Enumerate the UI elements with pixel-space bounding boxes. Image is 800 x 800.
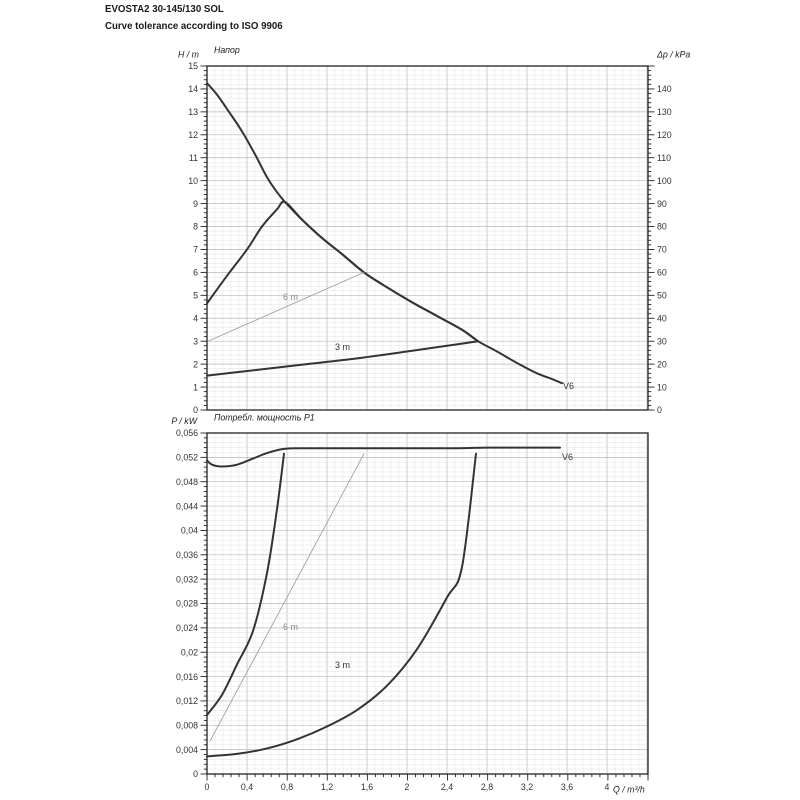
svg-text:3 m: 3 m	[335, 342, 350, 352]
svg-text:Напор: Напор	[214, 45, 240, 55]
svg-text:20: 20	[657, 359, 667, 369]
svg-text:0,028: 0,028	[176, 599, 198, 609]
svg-text:Q / m³/h: Q / m³/h	[613, 785, 645, 795]
svg-text:0,004: 0,004	[176, 745, 198, 755]
svg-text:9: 9	[193, 199, 198, 209]
svg-text:110: 110	[657, 153, 671, 163]
svg-text:0,4: 0,4	[241, 782, 253, 792]
svg-text:Δp / kPa: Δp / kPa	[656, 50, 690, 60]
svg-text:130: 130	[657, 107, 672, 117]
svg-text:0,012: 0,012	[176, 696, 198, 706]
svg-text:90: 90	[657, 199, 667, 209]
svg-text:0,048: 0,048	[176, 477, 198, 487]
svg-text:2,4: 2,4	[441, 782, 453, 792]
svg-text:10: 10	[657, 382, 667, 392]
svg-text:50: 50	[657, 291, 667, 301]
svg-text:0,008: 0,008	[176, 720, 198, 730]
svg-text:3,6: 3,6	[561, 782, 573, 792]
svg-text:0: 0	[193, 769, 198, 779]
svg-text:0,056: 0,056	[176, 428, 198, 438]
svg-text:1,6: 1,6	[361, 782, 373, 792]
svg-text:Потребл. мощность P1: Потребл. мощность P1	[214, 413, 315, 423]
svg-text:0,8: 0,8	[281, 782, 293, 792]
svg-text:0,036: 0,036	[176, 550, 198, 560]
svg-text:0,032: 0,032	[176, 574, 198, 584]
svg-text:60: 60	[657, 268, 667, 278]
svg-text:P / kW: P / kW	[171, 416, 197, 426]
svg-text:2: 2	[405, 782, 410, 792]
svg-text:100: 100	[657, 176, 672, 186]
svg-text:1,2: 1,2	[321, 782, 333, 792]
svg-text:0: 0	[205, 782, 210, 792]
svg-text:12: 12	[188, 130, 198, 140]
svg-text:4: 4	[193, 313, 198, 323]
svg-text:0,052: 0,052	[176, 453, 198, 463]
svg-text:15: 15	[188, 61, 198, 71]
svg-text:40: 40	[657, 313, 667, 323]
svg-text:0,016: 0,016	[176, 672, 198, 682]
svg-text:11: 11	[189, 153, 198, 163]
svg-text:8: 8	[193, 222, 198, 232]
svg-text:1: 1	[193, 382, 198, 392]
svg-text:H / m: H / m	[178, 50, 199, 60]
svg-text:6 m: 6 m	[283, 292, 298, 302]
svg-text:V6: V6	[563, 381, 574, 391]
svg-text:6 m: 6 m	[283, 622, 298, 632]
svg-text:V6: V6	[562, 452, 573, 462]
svg-text:120: 120	[657, 130, 672, 140]
svg-text:3 m: 3 m	[335, 660, 350, 670]
svg-text:30: 30	[657, 336, 667, 346]
svg-text:5: 5	[193, 291, 198, 301]
svg-text:10: 10	[188, 176, 198, 186]
svg-text:0,02: 0,02	[181, 647, 198, 657]
svg-text:2,8: 2,8	[481, 782, 493, 792]
svg-text:6: 6	[193, 268, 198, 278]
svg-text:7: 7	[193, 245, 198, 255]
svg-text:2: 2	[193, 359, 198, 369]
svg-text:70: 70	[657, 245, 667, 255]
svg-text:0,024: 0,024	[176, 623, 198, 633]
svg-text:3,2: 3,2	[521, 782, 533, 792]
svg-text:140: 140	[657, 84, 672, 94]
svg-text:3: 3	[193, 336, 198, 346]
svg-text:80: 80	[657, 222, 667, 232]
svg-text:4: 4	[605, 782, 610, 792]
svg-text:14: 14	[188, 84, 198, 94]
svg-text:13: 13	[188, 107, 198, 117]
svg-text:0: 0	[657, 405, 662, 415]
svg-text:0,044: 0,044	[176, 501, 198, 511]
svg-text:0: 0	[193, 405, 198, 415]
svg-text:0,04: 0,04	[181, 526, 198, 536]
